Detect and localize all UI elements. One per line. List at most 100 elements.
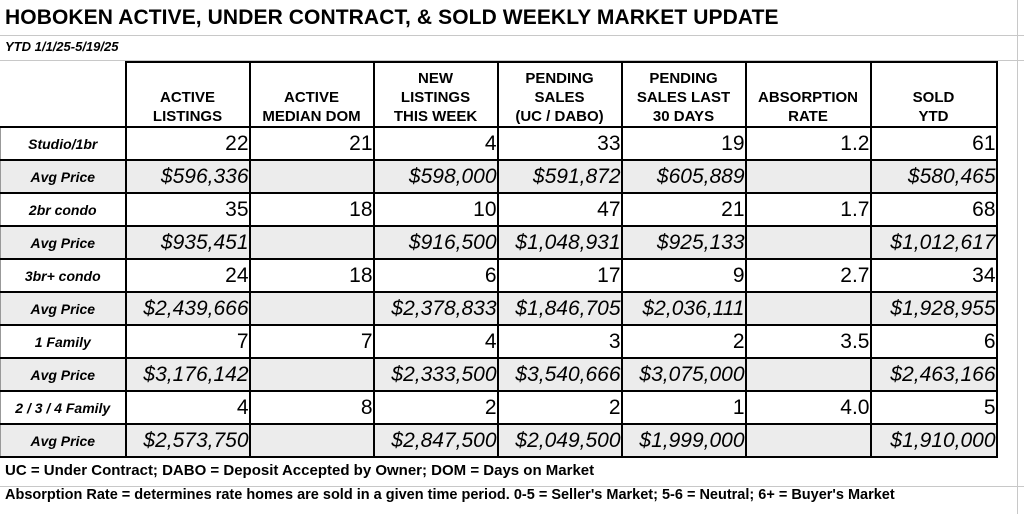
count-cell[interactable]: 1.7 — [744, 192, 872, 227]
count-cell[interactable]: 33 — [496, 126, 623, 161]
avg-price-cell[interactable]: $605,889 — [620, 159, 747, 194]
footnote-absorption-rate[interactable]: Absorption Rate = determines rate homes … — [5, 487, 895, 503]
count-cell[interactable]: 5 — [869, 390, 998, 425]
count-cell[interactable]: 4 — [372, 324, 499, 359]
report-date-range[interactable]: YTD 1/1/25-5/19/25 — [5, 39, 119, 54]
avg-price-cell[interactable]: $3,540,666 — [496, 357, 623, 392]
row-label-avg-price[interactable]: Avg Price — [0, 291, 127, 326]
avg-price-cell[interactable] — [744, 423, 872, 458]
count-cell[interactable]: 4.0 — [744, 390, 872, 425]
count-cell[interactable]: 3.5 — [744, 324, 872, 359]
avg-price-cell[interactable]: $3,176,142 — [124, 357, 251, 392]
count-cell[interactable]: 1 — [620, 390, 747, 425]
row-label-property-type[interactable]: 3br+ condo — [0, 258, 127, 293]
footnote-abbreviations[interactable]: UC = Under Contract; DABO = Deposit Acce… — [5, 462, 595, 479]
avg-price-cell[interactable]: $925,133 — [620, 225, 747, 260]
table-row: Avg Price $2,439,666 $2,378,833 $1,846,705 $… — [0, 291, 998, 326]
avg-price-cell[interactable] — [744, 159, 872, 194]
count-cell[interactable]: 6 — [372, 258, 499, 293]
avg-price-cell[interactable]: $935,451 — [124, 225, 251, 260]
count-cell[interactable]: 9 — [620, 258, 747, 293]
avg-price-cell[interactable]: $916,500 — [372, 225, 499, 260]
avg-price-cell[interactable] — [248, 225, 375, 260]
count-cell[interactable]: 4 — [124, 390, 251, 425]
count-cell[interactable]: 2 — [372, 390, 499, 425]
row-label-property-type[interactable]: 2 / 3 / 4 Family — [0, 390, 127, 425]
count-cell[interactable]: 61 — [869, 126, 998, 161]
count-cell[interactable]: 18 — [248, 192, 375, 227]
row-label-avg-price[interactable]: Avg Price — [0, 225, 127, 260]
avg-price-cell[interactable] — [248, 159, 375, 194]
count-cell[interactable]: 22 — [124, 126, 251, 161]
avg-price-cell[interactable]: $1,999,000 — [620, 423, 747, 458]
count-cell[interactable]: 35 — [124, 192, 251, 227]
avg-price-cell[interactable]: $2,049,500 — [496, 423, 623, 458]
header-pending-sales[interactable]: PENDING SALES (UC / DABO) — [496, 61, 623, 128]
avg-price-cell[interactable] — [248, 423, 375, 458]
table-row: 1 Family 7 7 4 3 2 3.5 6 — [0, 324, 998, 359]
avg-price-cell[interactable]: $1,012,617 — [869, 225, 998, 260]
table-row: Avg Price $935,451 $916,500 $1,048,931 $925,… — [0, 225, 998, 260]
avg-price-cell[interactable]: $2,333,500 — [372, 357, 499, 392]
count-cell[interactable]: 21 — [620, 192, 747, 227]
count-cell[interactable]: 24 — [124, 258, 251, 293]
row-label-property-type[interactable]: 1 Family — [0, 324, 127, 359]
count-cell[interactable]: 3 — [496, 324, 623, 359]
avg-price-cell[interactable]: $580,465 — [869, 159, 998, 194]
count-cell[interactable]: 8 — [248, 390, 375, 425]
count-cell[interactable]: 2 — [620, 324, 747, 359]
avg-price-cell[interactable]: $1,910,000 — [869, 423, 998, 458]
avg-price-cell[interactable] — [744, 291, 872, 326]
header-pending-sales-30-days[interactable]: PENDING SALES LAST 30 DAYS — [620, 61, 747, 128]
avg-price-cell[interactable]: $1,846,705 — [496, 291, 623, 326]
avg-price-cell[interactable]: $2,036,111 — [620, 291, 747, 326]
avg-price-cell[interactable] — [248, 357, 375, 392]
avg-price-cell[interactable]: $596,336 — [124, 159, 251, 194]
avg-price-cell[interactable]: $3,075,000 — [620, 357, 747, 392]
sheet-gridline — [0, 60, 1024, 61]
count-cell[interactable]: 7 — [124, 324, 251, 359]
header-sold-ytd[interactable]: SOLD YTD — [869, 61, 998, 128]
row-label-avg-price[interactable]: Avg Price — [0, 159, 127, 194]
sheet-gridline — [1017, 0, 1018, 514]
avg-price-cell[interactable]: $2,378,833 — [372, 291, 499, 326]
count-cell[interactable]: 34 — [869, 258, 998, 293]
count-cell[interactable]: 21 — [248, 126, 375, 161]
corner-cell[interactable] — [0, 62, 127, 128]
avg-price-cell[interactable]: $2,439,666 — [124, 291, 251, 326]
count-cell[interactable]: 10 — [372, 192, 499, 227]
avg-price-cell[interactable]: $598,000 — [372, 159, 499, 194]
avg-price-cell[interactable] — [744, 357, 872, 392]
avg-price-cell[interactable]: $1,928,955 — [869, 291, 998, 326]
count-cell[interactable]: 1.2 — [744, 126, 872, 161]
avg-price-cell[interactable] — [248, 291, 375, 326]
count-cell[interactable]: 4 — [372, 126, 499, 161]
count-cell[interactable]: 7 — [248, 324, 375, 359]
avg-price-cell[interactable]: $2,463,166 — [869, 357, 998, 392]
sheet-gridline — [0, 486, 1024, 487]
row-label-avg-price[interactable]: Avg Price — [0, 423, 127, 458]
table-row: Avg Price $2,573,750 $2,847,500 $2,049,500 $… — [0, 423, 998, 458]
report-title[interactable]: HOBOKEN ACTIVE, UNDER CONTRACT, & SOLD W… — [5, 6, 779, 29]
avg-price-cell[interactable] — [744, 225, 872, 260]
row-label-property-type[interactable]: Studio/1br — [0, 126, 127, 161]
count-cell[interactable]: 6 — [869, 324, 998, 359]
count-cell[interactable]: 17 — [496, 258, 623, 293]
avg-price-cell[interactable]: $2,847,500 — [372, 423, 499, 458]
avg-price-cell[interactable]: $2,573,750 — [124, 423, 251, 458]
avg-price-cell[interactable]: $591,872 — [496, 159, 623, 194]
header-active-listings[interactable]: ACTIVE LISTINGS — [124, 61, 251, 128]
avg-price-cell[interactable]: $1,048,931 — [496, 225, 623, 260]
count-cell[interactable]: 47 — [496, 192, 623, 227]
row-label-avg-price[interactable]: Avg Price — [0, 357, 127, 392]
row-label-property-type[interactable]: 2br condo — [0, 192, 127, 227]
header-new-listings[interactable]: NEW LISTINGS THIS WEEK — [372, 61, 499, 128]
count-cell[interactable]: 18 — [248, 258, 375, 293]
count-cell[interactable]: 2 — [496, 390, 623, 425]
header-absorption-rate[interactable]: ABSORPTION RATE — [744, 61, 872, 128]
count-cell[interactable]: 2.7 — [744, 258, 872, 293]
count-cell[interactable]: 19 — [620, 126, 747, 161]
count-cell[interactable]: 68 — [869, 192, 998, 227]
header-active-median-dom[interactable]: ACTIVE MEDIAN DOM — [248, 61, 375, 128]
